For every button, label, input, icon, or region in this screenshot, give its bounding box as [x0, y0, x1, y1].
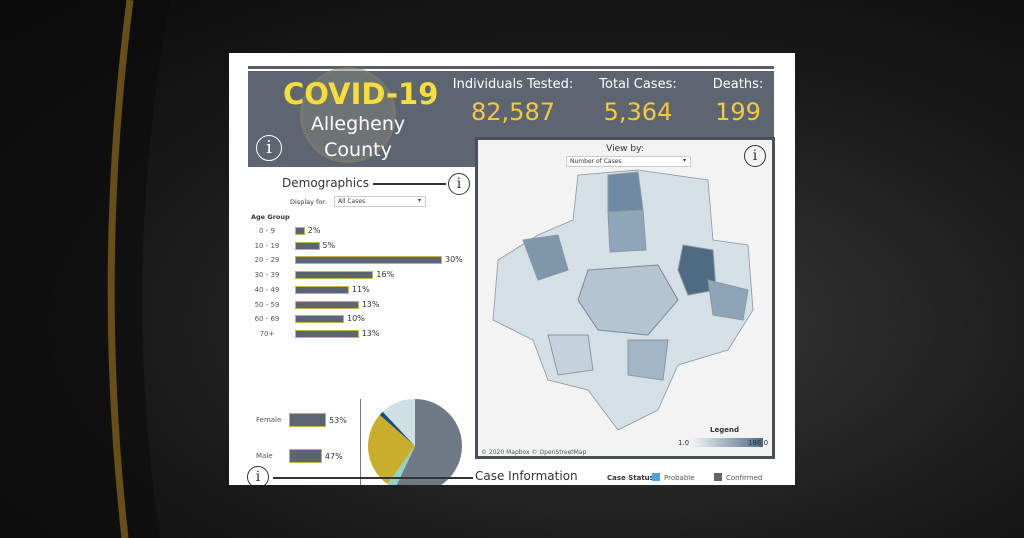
dashboard: COVID-19 Allegheny County i Individuals T…: [229, 53, 795, 485]
age-label: 40 - 49: [254, 285, 280, 294]
age-pct: 16%: [376, 270, 395, 280]
age-bar: [295, 300, 359, 309]
gender-bar: [289, 413, 327, 427]
legend-gradient: [693, 438, 763, 447]
age-bar: [295, 241, 320, 250]
stat-cases: Total Cases: 5,364: [593, 77, 683, 126]
legend-probable: Probable: [652, 473, 695, 482]
stat-label: Individuals Tested:: [452, 77, 574, 92]
display-for-label: Display for:: [290, 198, 328, 206]
age-pct: 30%: [445, 255, 463, 265]
age-label: 20 - 29: [254, 256, 280, 265]
confirmed-swatch: [714, 473, 722, 481]
age-pct: 5%: [322, 240, 336, 250]
age-bar: [295, 285, 349, 294]
divider: [360, 399, 361, 485]
probable-label: Probable: [664, 474, 695, 482]
age-pct: 13%: [361, 299, 380, 309]
pie-slice-unknown: [382, 399, 415, 446]
age-bar: [295, 315, 344, 324]
legend-max: 186.0: [748, 439, 769, 447]
gender-pct: 47%: [324, 452, 343, 461]
age-bar: [295, 271, 374, 280]
display-for-dropdown[interactable]: All Cases: [334, 196, 426, 207]
case-status-label: Case Status: [607, 474, 654, 482]
probable-swatch: [652, 473, 660, 481]
map-info-icon[interactable]: i: [744, 145, 766, 167]
gender-pct: 53%: [329, 416, 347, 425]
info-icon[interactable]: i: [256, 135, 282, 161]
case-info-icon[interactable]: i: [247, 466, 269, 485]
divider: [273, 477, 473, 479]
gender-bar: [289, 449, 322, 463]
age-label: 30 - 39: [254, 271, 280, 280]
pie-slice-black: [368, 414, 415, 485]
stat-label: Deaths:: [712, 77, 764, 92]
county-line1: Allegheny: [310, 113, 406, 135]
pie-slice-white: [396, 399, 462, 485]
age-bar: [295, 256, 442, 265]
view-by-label: View by:: [606, 144, 644, 154]
divider: [248, 66, 774, 69]
age-bar: [295, 227, 305, 235]
age-pct: 10%: [347, 314, 365, 324]
demographics-info-icon[interactable]: i: [448, 173, 470, 195]
demographics-title: Demographics: [282, 176, 369, 190]
county-map[interactable]: View by: Number of Cases i Legend 1.0 18…: [475, 137, 775, 459]
race-pie-chart: [368, 399, 462, 485]
age-label: 60 - 69: [254, 315, 280, 324]
age-label: 70+: [259, 329, 275, 338]
age-bar: [295, 329, 359, 338]
age-label: 0 - 9: [259, 227, 275, 235]
age-label: 50 - 59: [254, 300, 280, 309]
legend-title: Legend: [710, 426, 739, 434]
age-group-label: Age Group: [251, 213, 290, 221]
age-pct: 2%: [307, 226, 321, 235]
county-line2: County: [324, 139, 392, 161]
stat-label: Total Cases:: [599, 77, 677, 92]
age-pct: 13%: [361, 328, 380, 338]
stat-value: 5,364: [603, 98, 673, 126]
pie-slice-asian: [387, 446, 415, 485]
map-regions: [492, 169, 754, 431]
age-pct: 11%: [351, 284, 370, 294]
map-attribution: © 2020 Mapbox © OpenStreetMap: [481, 449, 587, 456]
stat-value: 199: [715, 98, 761, 126]
gender-label: Female: [256, 416, 282, 424]
stat-tested: Individuals Tested: 82,587: [448, 77, 578, 126]
county-seal-logo: [300, 67, 396, 163]
legend-min: 1.0: [678, 439, 690, 447]
age-label: 10 - 19: [254, 241, 280, 250]
gender-label: Male: [256, 452, 273, 460]
pie-slice-other: [379, 411, 415, 446]
case-info-title: Case Information: [475, 469, 578, 483]
county-name: Allegheny County: [303, 111, 413, 163]
legend-confirmed: Confirmed: [714, 473, 762, 482]
stat-value: 82,587: [471, 98, 555, 126]
view-by-dropdown[interactable]: Number of Cases: [566, 156, 691, 167]
dashboard-title: COVID-19: [283, 77, 439, 111]
confirmed-label: Confirmed: [726, 474, 763, 482]
divider: [373, 183, 446, 185]
stat-deaths: Deaths: 199: [703, 77, 773, 126]
